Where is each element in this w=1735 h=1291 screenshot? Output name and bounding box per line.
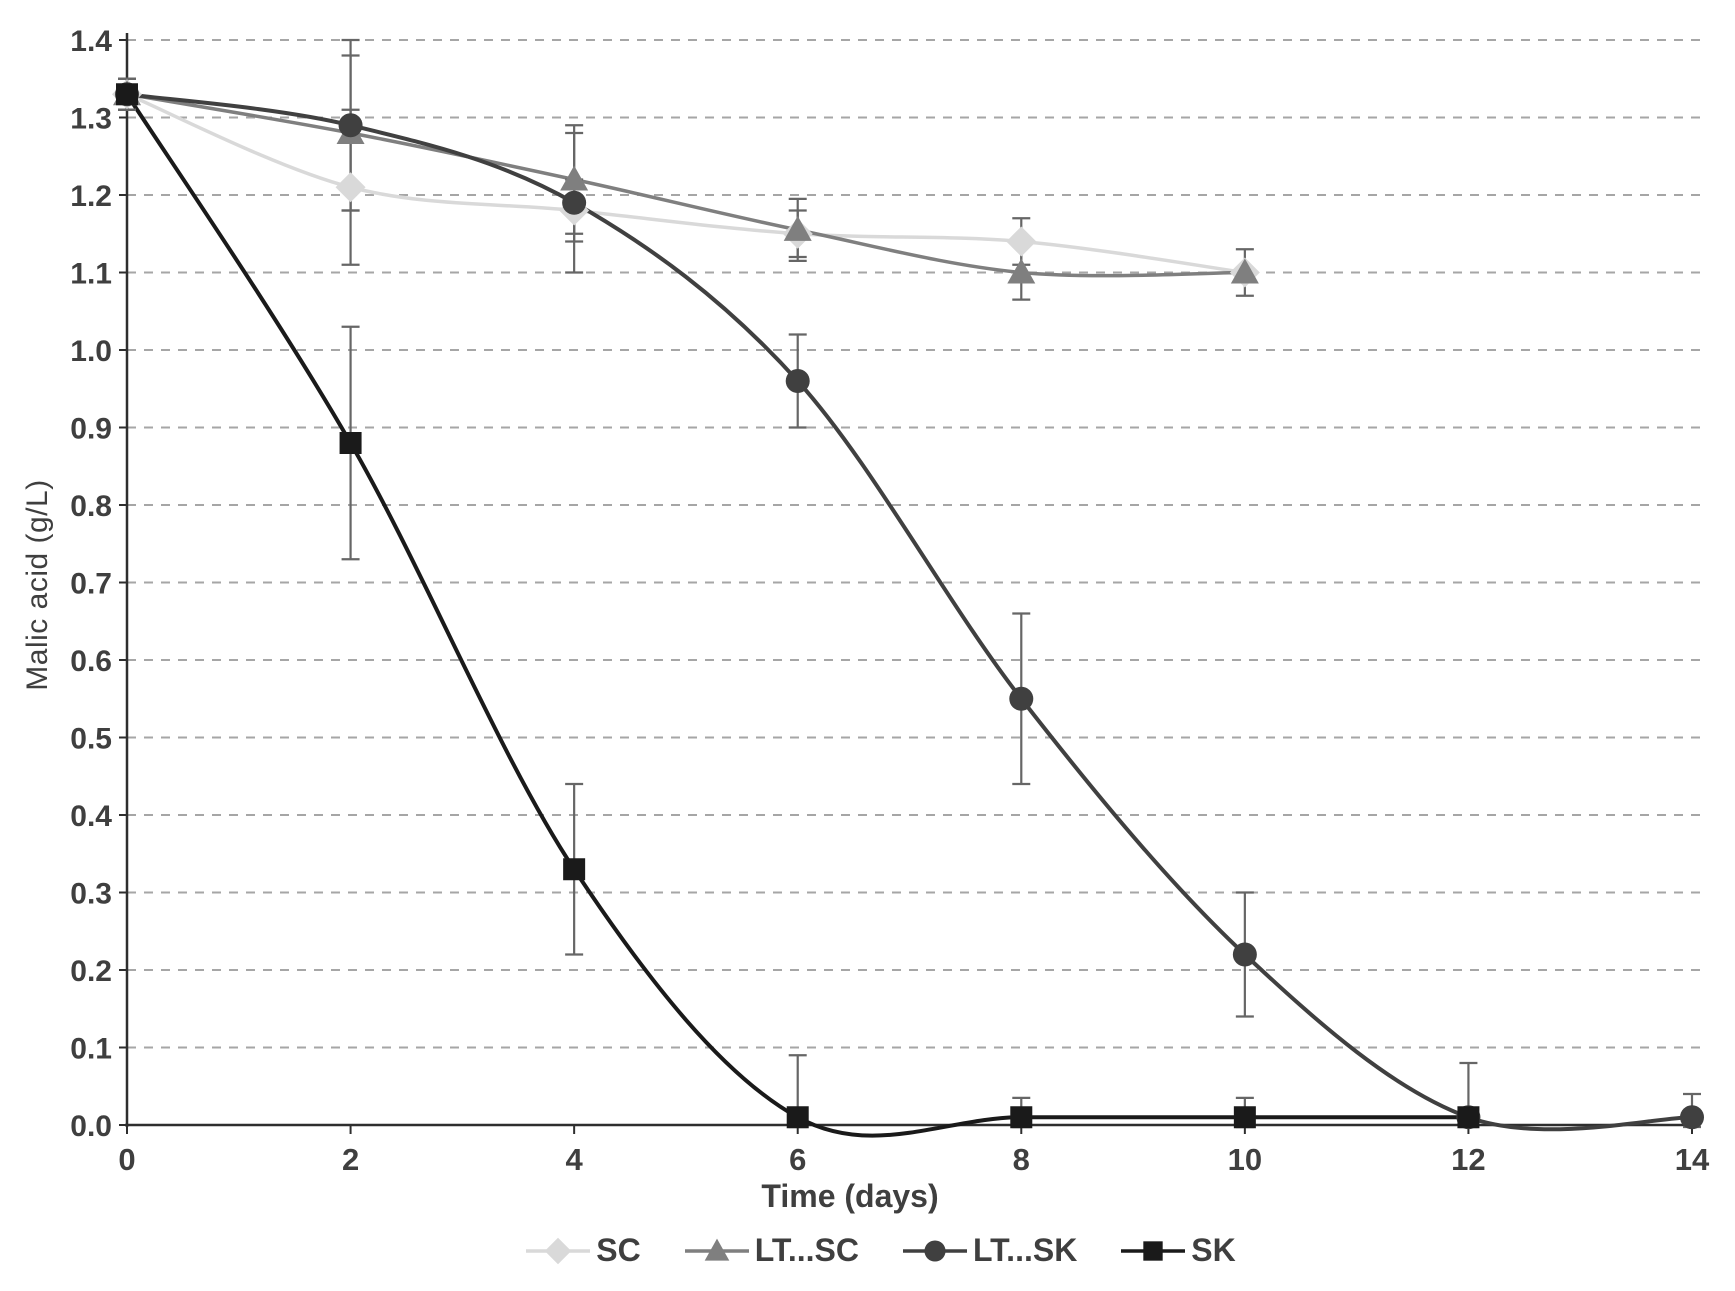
- y-tick-label: 0.7: [70, 568, 112, 601]
- chart-legend: SC LT...SC LT...SK SK: [0, 1232, 1735, 1269]
- circle-legend-swatch-icon: [903, 1239, 967, 1262]
- diamond-marker: [1006, 226, 1037, 257]
- square-marker: [339, 432, 362, 454]
- legend-label: SK: [1191, 1232, 1236, 1268]
- x-tick-label: 14: [1675, 1142, 1710, 1177]
- y-tick-label: 1.4: [70, 25, 112, 58]
- square-marker: [786, 1106, 809, 1129]
- series-line-SC: [126, 92, 1246, 275]
- y-tick-label: 0.2: [70, 955, 112, 988]
- y-tick-label: 0.1: [70, 1033, 112, 1066]
- square-marker: [563, 858, 586, 881]
- square-marker: [1143, 1240, 1163, 1261]
- square-marker: [1457, 1106, 1480, 1129]
- legend-label: LT...SC: [754, 1232, 859, 1268]
- y-tick-label: 1.2: [70, 180, 112, 213]
- y-tick-label: 1.1: [70, 258, 112, 291]
- triangle-legend-swatch-icon: [684, 1238, 749, 1261]
- series-line-LT...SC: [126, 92, 1245, 278]
- square-marker: [1233, 1106, 1256, 1129]
- circle-marker: [785, 369, 810, 393]
- circle-marker: [1009, 686, 1034, 711]
- series-line-SK: [125, 93, 1469, 1138]
- y-tick-label: 0.8: [70, 490, 112, 523]
- y-tick-label: 0.0: [70, 1110, 112, 1143]
- diamond-marker: [335, 172, 366, 203]
- triangle-marker: [704, 1238, 730, 1261]
- legend-label: LT...SK: [973, 1232, 1078, 1268]
- circle-marker: [562, 190, 587, 215]
- y-tick-label: 0.3: [70, 878, 112, 911]
- y-tick-label: 0.5: [70, 723, 112, 756]
- y-tick-label: 0.4: [70, 800, 112, 833]
- x-tick-label: 0: [118, 1142, 135, 1177]
- y-tick-label: 0.6: [70, 645, 112, 678]
- circle-marker: [1680, 1105, 1704, 1130]
- diamond-marker: [545, 1237, 572, 1264]
- legend-label: SC: [596, 1232, 641, 1268]
- circle-marker: [924, 1239, 946, 1262]
- y-axis-title: Malic acid (g/L): [21, 479, 54, 691]
- triangle-marker: [1007, 258, 1036, 284]
- y-tick-label: 0.9: [70, 413, 112, 446]
- square-marker: [116, 83, 138, 106]
- legend-item-SC: SC: [524, 1232, 641, 1269]
- x-axis-title: Time (days): [761, 1178, 939, 1214]
- x-tick-label: 12: [1451, 1142, 1485, 1177]
- x-tick-label: 2: [342, 1142, 359, 1177]
- triangle-marker: [1230, 258, 1259, 284]
- x-tick-label: 10: [1228, 1142, 1262, 1177]
- triangle-marker: [560, 165, 589, 191]
- y-tick-label: 1.3: [70, 103, 112, 136]
- series-line-LT...SK: [126, 92, 1693, 1132]
- square-marker: [1010, 1106, 1033, 1129]
- circle-marker: [1232, 942, 1257, 967]
- legend-item-SK: SK: [1119, 1232, 1236, 1269]
- x-tick-label: 8: [1013, 1142, 1030, 1177]
- triangle-marker: [783, 215, 812, 241]
- x-tick-label: 6: [789, 1142, 806, 1177]
- legend-item-LT...SK: LT...SK: [901, 1232, 1077, 1269]
- diamond-legend-swatch-icon: [526, 1237, 591, 1264]
- square-legend-swatch-icon: [1121, 1240, 1186, 1261]
- legend-item-LT...SC: LT...SC: [683, 1232, 859, 1269]
- x-tick-label: 4: [566, 1142, 584, 1177]
- circle-marker: [338, 113, 363, 138]
- y-tick-label: 1.0: [70, 335, 112, 368]
